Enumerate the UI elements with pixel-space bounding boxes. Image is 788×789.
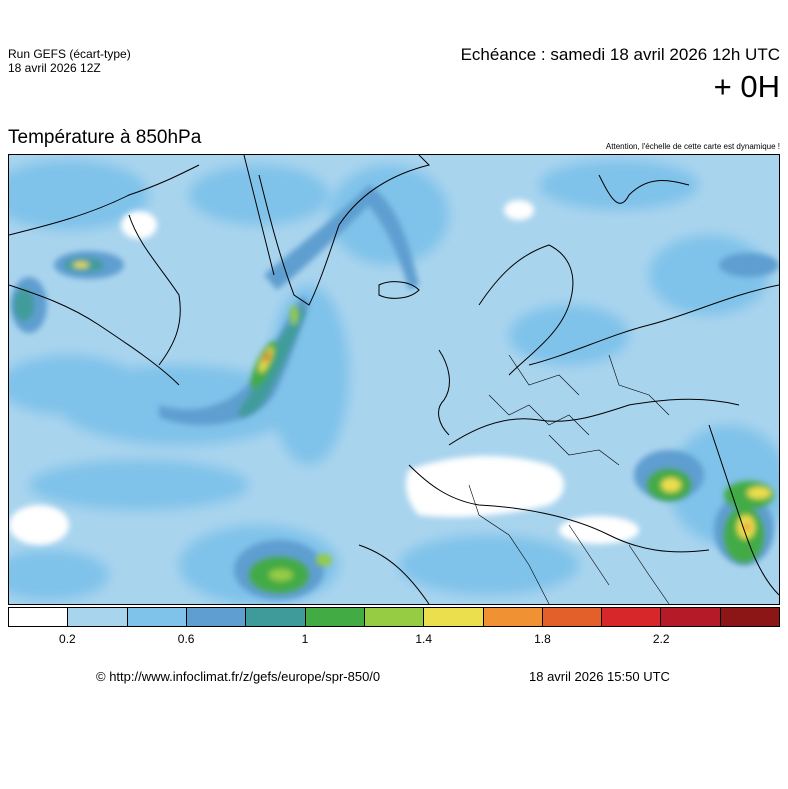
scale-swatch-7 xyxy=(424,608,484,626)
spread-field-minimal xyxy=(9,200,639,545)
run-label: Run GEFS (écart-type) xyxy=(8,47,131,61)
map-canvas xyxy=(9,155,779,604)
spread-field-high xyxy=(14,258,774,593)
scale-swatch-1 xyxy=(68,608,128,626)
forecast-valid-time: Echéance : samedi 18 avril 2026 12h UTC xyxy=(460,45,780,64)
scale-swatch-5 xyxy=(305,608,365,626)
scale-label: 0.2 xyxy=(59,632,76,646)
color-scale-labels: 0.2 0.6 1 1.4 1.8 2.2 xyxy=(8,632,780,648)
scale-label: 1.4 xyxy=(415,632,433,646)
dynamic-scale-warning: Attention, l'échelle de cette carte est … xyxy=(605,142,780,151)
scale-label: 0.6 xyxy=(177,632,195,646)
scale-swatch-6 xyxy=(364,608,425,626)
iceland-coast xyxy=(378,281,420,299)
scale-swatch-8 xyxy=(483,608,543,626)
source-credit: © http://www.infoclimat.fr/z/gefs/europe… xyxy=(96,669,381,684)
color-scale-bar xyxy=(8,607,780,627)
coastlines xyxy=(9,155,779,604)
scale-swatch-11 xyxy=(661,608,721,626)
scale-swatch-12 xyxy=(720,608,780,626)
lead-time: + 0H xyxy=(713,69,780,104)
scale-label: 1 xyxy=(301,632,309,646)
run-date: 18 avril 2026 12Z xyxy=(8,61,101,75)
scale-swatch-4 xyxy=(246,608,306,626)
greenland-coast xyxy=(258,155,430,306)
scale-swatch-3 xyxy=(186,608,247,626)
scale-swatch-0 xyxy=(9,608,69,626)
scandinavia-coast xyxy=(478,244,574,376)
uk-coast xyxy=(438,349,450,436)
scale-swatch-9 xyxy=(542,608,603,626)
scale-label: 2.2 xyxy=(652,632,670,646)
country-borders xyxy=(468,354,670,604)
scale-swatch-2 xyxy=(127,608,187,626)
scale-swatch-10 xyxy=(602,608,662,626)
scale-label: 1.8 xyxy=(534,632,551,646)
map-title: Température à 850hPa xyxy=(8,127,202,148)
generation-timestamp: 18 avril 2026 15:50 UTC xyxy=(529,669,670,684)
weather-map xyxy=(8,154,780,605)
